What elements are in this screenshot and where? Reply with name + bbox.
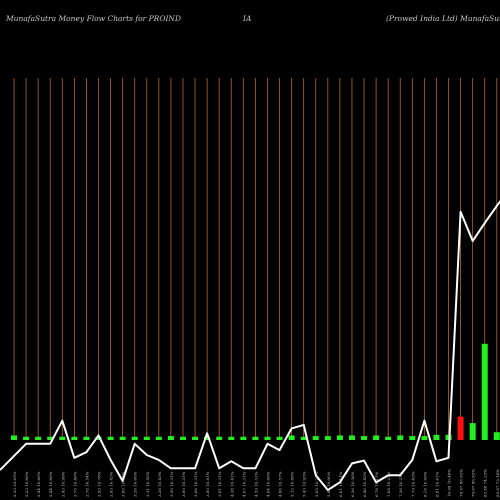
x-tick-label: 6.01 10.11% [338,471,343,497]
x-tick-label: 2.75 10.46% [72,471,77,497]
money-flow-bar [107,436,114,440]
x-tick-label: 2.23 10.66% [24,471,29,497]
money-flow-bar [361,436,368,440]
x-tick-label: 3.81 10.31% [217,471,222,497]
x-tick-label: 3.80 10.81% [205,471,210,497]
money-flow-bar [95,436,102,440]
money-flow-bar [167,436,174,440]
x-tick-label: 6.36 10.38% [350,471,355,497]
x-tick-label: 2.44 10.66% [36,471,41,497]
x-tick-label: 2.78 10.54% [84,471,89,497]
x-tick-label: 3.28 10.43% [157,471,162,497]
x-tick-label: 2.23 33.65% [12,471,17,497]
money-flow-bar [23,436,30,440]
money-flow-bar [300,436,307,440]
money-flow-bar [373,435,380,440]
x-tick-label: 2.93 10.43% [109,471,114,497]
x-tick-label: 3.31 10.50% [145,471,150,497]
money-flow-bar [155,436,162,440]
money-flow-bar [143,436,150,440]
x-tick-label: 79.07 86.92% [471,469,476,497]
money-flow-bar [192,436,199,440]
money-flow-bar [240,436,247,440]
money-flow-bar [421,436,428,440]
chart-title-left: MunafaSutra Money Flow Charts for PROIND [6,14,182,23]
x-tick-label: 5.43 10.93% [302,471,307,497]
x-tick-label: 79.57 86.92% [459,469,464,497]
x-tick-label: 3.26 10.66% [133,471,138,497]
x-tick-label: 4.07 10.31% [241,471,246,497]
x-tick-label: 5.12 10.88% [290,471,295,497]
money-flow-bar [288,435,295,440]
money-flow-bar [312,436,319,440]
x-tick-label: 2.43 10.99% [60,471,65,497]
x-tick-label: 7.36 10.21% [398,471,403,497]
price-line [0,200,500,491]
money-flow-bar [469,423,476,440]
x-tick-label: 2.93 10.78% [96,471,101,497]
chart-title-right: (Prowed India Ltd) MunafaSutra [386,14,500,23]
money-flow-bar [397,435,404,440]
chart-price-line [0,200,500,491]
x-tick-label: 3.60 10.31% [181,471,186,497]
x-tick-label: 6.78 10.11% [374,471,379,497]
x-tick-label: 4.59 10.31% [253,471,258,497]
x-tick-label: 5.65 10.21% [314,471,319,497]
x-tick-label: 8.81 10.41% [434,471,439,497]
x-tick-label: 3.66 10.31% [193,471,198,497]
money-flow-bar [385,436,392,440]
money-flow-bar [228,436,235,440]
money-flow-bar [481,343,488,440]
money-flow-bar [457,416,464,440]
money-flow-bar [276,436,283,440]
money-flow-bar [348,435,355,440]
money-flow-bar [83,436,90,440]
x-tick-label: 8.16 10.99% [422,471,427,497]
x-tick-label: 7.08 10.21% [386,471,391,497]
money-flow-bar [409,436,416,440]
money-flow-bar [216,436,223,440]
chart-grid [13,78,498,440]
money-flow-bar [252,436,259,440]
x-tick-label: 5.85 10.00% [326,471,331,497]
x-tick-label: 7.79 10.43% [410,471,415,497]
money-flow-bar [71,436,78,440]
x-tick-label: 4.84 10.66% [265,471,270,497]
money-flow-bar [336,435,343,440]
x-tick-label: 6.46 10.42% [362,471,367,497]
money-flow-bar [119,436,126,440]
chart-x-tick-labels: 2.23 33.65% 2.23 10.66% 2.44 10.66% 2.44 10… [12,469,500,497]
money-flow-bar [179,436,186,440]
x-tick-label: 2.44 10.66% [48,471,53,497]
money-flow-bar [131,436,138,440]
money-flow-bar [204,436,211,440]
money-flow-bar [11,435,17,440]
money-flow-bar [264,436,271,440]
money-flow-bar [35,436,42,440]
x-tick-label: 4.38 10.41% [229,471,234,497]
x-tick-label: 83.88 74.23% [483,469,488,497]
money-flow-bar [493,432,500,440]
money-flow-bar [324,436,331,440]
x-tick-label: 4.86 10.57% [278,471,283,497]
x-tick-label: 85.87 73.18% [495,469,500,497]
chart-title-middle: IA [243,14,252,23]
x-tick-label: 3.00 10.13% [121,471,126,497]
x-tick-label: 3.30 10.31% [169,471,174,497]
money-flow-bar [59,436,66,440]
money-flow-bar [433,434,440,440]
money-flow-bar [47,436,54,440]
chart-bars [11,343,500,440]
x-tick-label: 10.99 10.46% [447,469,452,497]
